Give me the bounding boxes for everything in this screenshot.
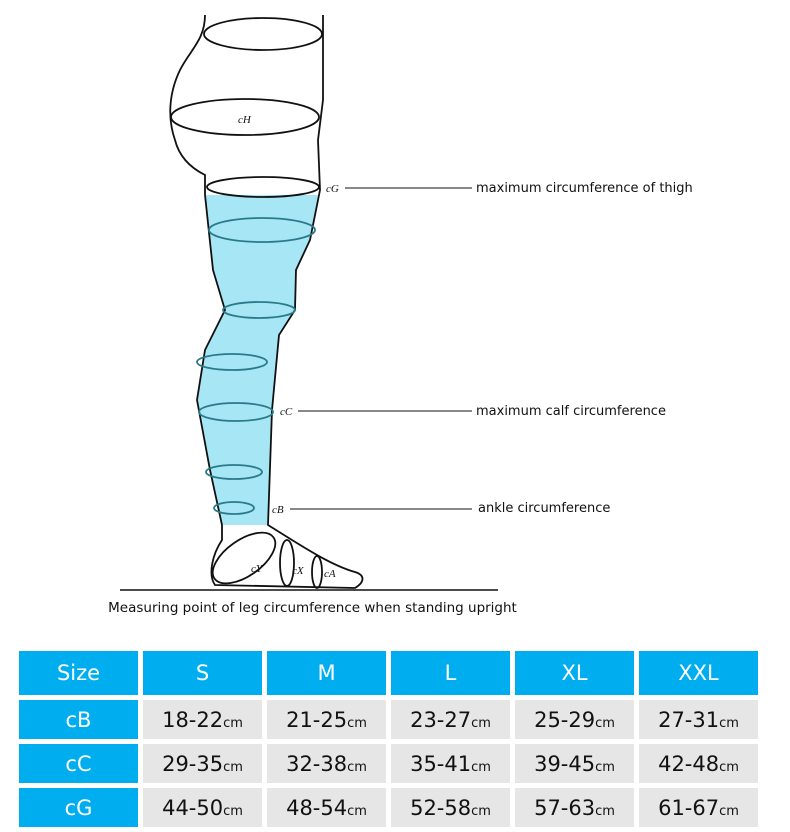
range-value: 57-63 (534, 795, 596, 820)
header-cell: L (391, 651, 510, 695)
range-value: 18-22 (162, 707, 224, 732)
size-value-cell: 21-25cm (267, 700, 386, 739)
range-value: 29-35 (162, 751, 224, 776)
annotation-cB: ankle circumference (478, 501, 610, 516)
size-value-cell: 61-67cm (639, 788, 758, 827)
annotation-cC: maximum calf circumference (476, 404, 666, 419)
unit: cm (595, 759, 615, 775)
range-value: 21-25 (286, 707, 348, 732)
size-value-cell: 23-27cm (391, 700, 510, 739)
annotation-cG: maximum circumference of thigh (476, 181, 693, 196)
label-cX: cX (292, 565, 305, 577)
size-value-cell: 35-41cm (391, 744, 510, 783)
unit: cm (595, 715, 615, 731)
unit: cm (719, 759, 739, 775)
size-chart-table: Size S M L XL XXL cB 18-22cm 21-25cm 23-27c… (14, 646, 763, 832)
size-value-cell: 39-45cm (515, 744, 634, 783)
range-value: 44-50 (162, 795, 224, 820)
range-value: 39-45 (534, 751, 596, 776)
size-value-cell: 57-63cm (515, 788, 634, 827)
size-value-cell: 27-31cm (639, 700, 758, 739)
size-value-cell: 48-54cm (267, 788, 386, 827)
size-value-cell: 32-38cm (267, 744, 386, 783)
header-cell: XXL (639, 651, 758, 695)
unit: cm (223, 715, 243, 731)
row-label: cC (19, 744, 138, 783)
table-row: cC 29-35cm 32-38cm 35-41cm 39-45cm 42-48cm (19, 744, 758, 783)
unit: cm (719, 803, 739, 819)
unit: cm (347, 759, 367, 775)
unit: cm (471, 759, 491, 775)
range-value: 27-31 (658, 707, 720, 732)
header-cell: XL (515, 651, 634, 695)
unit: cm (347, 803, 367, 819)
range-value: 42-48 (658, 751, 720, 776)
size-value-cell: 25-29cm (515, 700, 634, 739)
unit: cm (347, 715, 367, 731)
size-value-cell: 29-35cm (143, 744, 262, 783)
label-cH: cH (238, 114, 252, 126)
size-value-cell: 18-22cm (143, 700, 262, 739)
unit: cm (223, 759, 243, 775)
range-value: 32-38 (286, 751, 348, 776)
label-cY: cY (251, 563, 264, 575)
size-value-cell: 42-48cm (639, 744, 758, 783)
label-cC: cC (280, 406, 293, 418)
table-row: cG 44-50cm 48-54cm 52-58cm 57-63cm 61-67cm (19, 788, 758, 827)
size-value-cell: 44-50cm (143, 788, 262, 827)
row-label: cG (19, 788, 138, 827)
range-value: 61-67 (658, 795, 720, 820)
table-header-row: Size S M L XL XXL (19, 651, 758, 695)
unit: cm (471, 803, 491, 819)
size-value-cell: 52-58cm (391, 788, 510, 827)
unit: cm (719, 715, 739, 731)
leg-measurement-diagram: cH cG cC cB cY cX cA maximum circumferen… (120, 14, 693, 591)
header-cell: S (143, 651, 262, 695)
range-value: 35-41 (410, 751, 472, 776)
table-row: cB 18-22cm 21-25cm 23-27cm 25-29cm 27-31cm (19, 700, 758, 739)
range-value: 52-58 (410, 795, 472, 820)
unit: cm (595, 803, 615, 819)
label-cG: cG (326, 183, 339, 195)
range-value: 23-27 (410, 707, 472, 732)
label-cB: cB (272, 504, 284, 516)
unit: cm (471, 715, 491, 731)
unit: cm (223, 803, 243, 819)
header-cell: M (267, 651, 386, 695)
range-value: 48-54 (286, 795, 348, 820)
label-cA: cA (324, 568, 336, 580)
diagram-caption: Measuring point of leg circumference whe… (108, 600, 517, 616)
header-cell: Size (19, 651, 138, 695)
row-label: cB (19, 700, 138, 739)
stocking-highlight (197, 195, 318, 525)
range-value: 25-29 (534, 707, 596, 732)
leg-outline (169, 14, 364, 589)
